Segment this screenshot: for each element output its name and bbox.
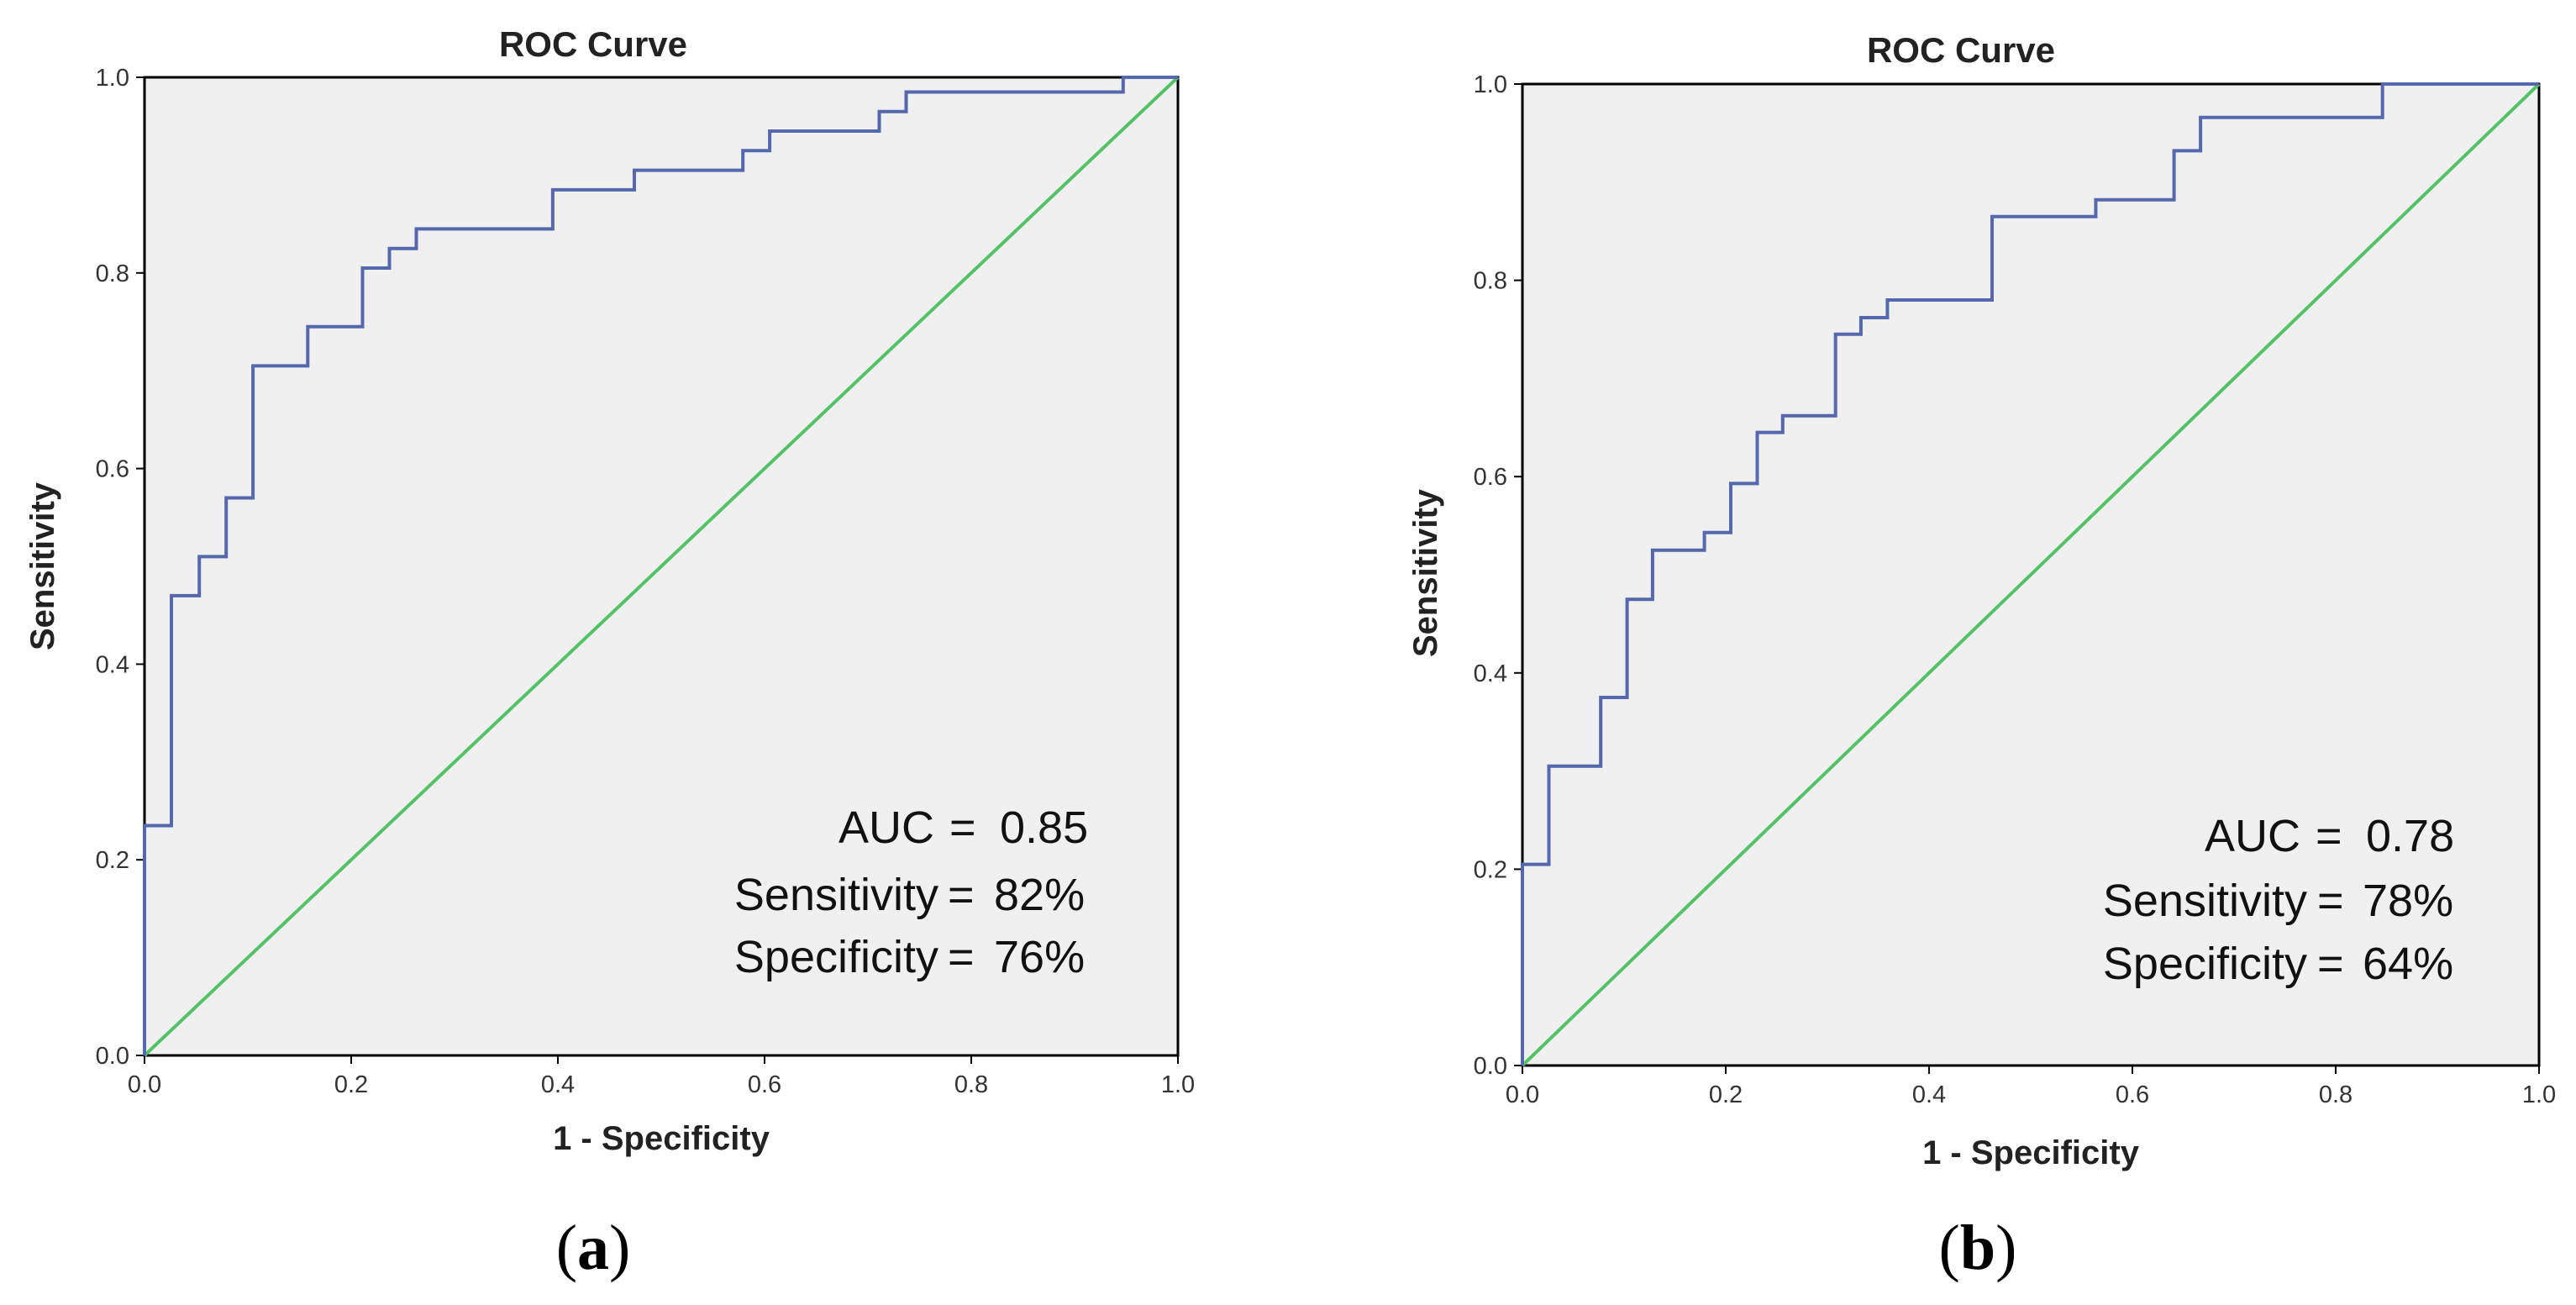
sensitivity-equals: = [2317,876,2344,926]
specificity-label: Specificity [2103,939,2307,989]
roc-chart-b-svg: ROC Curve 0.0 0.2 0.4 0.6 0.8 1.0 0.00.20.40.… [1407,30,2556,1283]
x-tick-label: 1.0 [1161,1071,1195,1098]
auc-label: AUC [2205,811,2300,861]
panel-caption: (a) [556,1213,631,1283]
x-tick-label: 0.6 [748,1071,781,1098]
stats-annotation: AUC = 0.85 Sensitivity = 82% Specificity… [734,802,1088,982]
panel-caption: (b) [1939,1213,2017,1283]
auc-value: 0.85 [1000,802,1088,853]
y-axis-title: Sensitivity [1407,488,1444,657]
auc-value: 0.78 [2366,811,2454,861]
caption-close: ) [1995,1213,2016,1283]
series-layer [143,76,1180,1057]
y-tick-label: 1.0 [96,65,129,92]
caption-open: ( [1939,1213,1960,1283]
x-tick-label: 1.0 [2522,1081,2556,1108]
y-tick-label: 0.8 [96,260,129,287]
x-tick-label: 0.0 [1506,1081,1539,1108]
x-ticks: 0.0 0.2 0.4 0.6 0.8 1.0 [128,1055,1195,1098]
y-tick-label: 0.0 [96,1043,129,1070]
roc-chart-a: ROC Curve 0.0 0.2 0.4 0.6 0.8 1.0 0.0 0.2 0.4 0.… [0,0,1260,1305]
roc-chart-b: ROC Curve 0.0 0.2 0.4 0.6 0.8 1.0 0.0 0.2 0.4 0.… [1285,0,2576,1305]
specificity-value: 76% [994,932,1085,982]
sensitivity-label: Sensitivity [2103,876,2307,926]
x-ticks: 0.0 0.2 0.4 0.6 0.8 1.0 [1506,1066,2556,1108]
caption-letter: a [577,1213,609,1283]
x-axis-title: 1 - Specificity [1922,1134,2140,1171]
y-tick-label: 0.4 [96,651,129,678]
sensitivity-equals: = [948,870,975,920]
y-tick-label: 0.6 [96,456,129,483]
x-tick-label: 0.4 [1912,1081,1946,1108]
roc-chart-a-svg: ROC Curve 0.0 0.2 0.4 0.6 0.8 1.0 0.00.20.40.… [24,24,1195,1283]
stats-annotation: AUC = 0.78 Sensitivity = 78% Specificity… [2103,811,2454,989]
auc-equals: = [949,802,976,853]
chart-title: ROC Curve [499,24,687,64]
x-tick-label: 0.6 [2116,1081,2149,1108]
sensitivity-value: 82% [994,870,1085,920]
y-axis-title: Sensitivity [24,481,61,650]
series-layer [1521,82,2541,1067]
specificity-equals: = [948,932,975,982]
sensitivity-label: Sensitivity [734,870,938,920]
auc-equals: = [2316,811,2342,861]
roc-line [1521,82,2539,1066]
specificity-equals: = [2317,939,2344,989]
y-ticks: 0.0 0.2 0.4 0.6 0.8 1.0 [1474,71,1522,1080]
reference-line-line [143,76,1180,1057]
x-tick-label: 0.0 [128,1071,161,1098]
x-axis-title: 1 - Specificity [553,1120,770,1157]
x-tick-label: 0.2 [334,1071,368,1098]
specificity-value: 64% [2363,939,2453,989]
y-ticks: 0.0 0.2 0.4 0.6 0.8 1.0 [96,65,145,1070]
y-tick-label: 1.0 [1474,71,1507,98]
y-tick-label: 0.2 [96,847,129,874]
y-tick-label: 0.0 [1474,1053,1507,1080]
x-tick-label: 0.4 [541,1071,575,1098]
y-tick-label: 0.8 [1474,268,1507,295]
y-tick-label: 0.6 [1474,464,1507,491]
caption-close: ) [609,1213,630,1283]
x-tick-label: 0.2 [1709,1081,1743,1108]
y-tick-label: 0.4 [1474,660,1507,687]
x-tick-label: 0.8 [954,1071,988,1098]
reference-line-line [1521,82,2541,1067]
specificity-label: Specificity [734,932,938,982]
y-tick-label: 0.2 [1474,856,1507,883]
x-tick-label: 0.8 [2319,1081,2353,1108]
caption-open: ( [556,1213,577,1283]
auc-label: AUC [839,802,934,853]
roc-line [143,76,1178,1055]
chart-title: ROC Curve [1867,30,2055,70]
sensitivity-value: 78% [2363,876,2453,926]
caption-letter: b [1960,1213,1995,1283]
